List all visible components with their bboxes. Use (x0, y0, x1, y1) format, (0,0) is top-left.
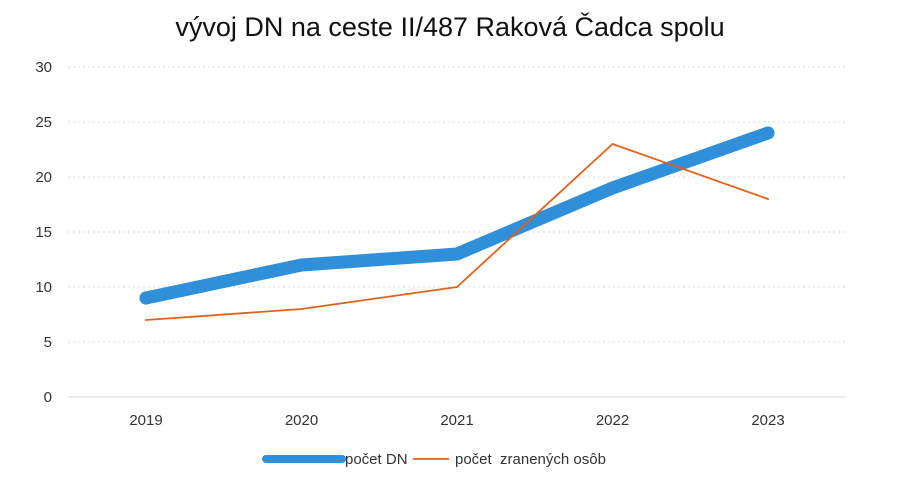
y-tick-label-5: 5 (44, 334, 52, 351)
data-point-0-2023 (761, 126, 775, 140)
x-axis-ticks: 2019 2020 2021 2022 2023 (129, 412, 784, 429)
x-tick-label-2023: 2023 (751, 412, 784, 429)
series-line-0 (139, 126, 775, 305)
x-tick-label-2021: 2021 (440, 412, 473, 429)
data-point-0-2022 (606, 181, 619, 195)
x-tick-label-2019: 2019 (129, 412, 162, 429)
data-point-1-2020 (300, 308, 303, 310)
data-point-1-2022 (611, 143, 614, 145)
y-tick-label-15: 15 (35, 224, 52, 241)
x-tick-label-2020: 2020 (285, 412, 318, 429)
data-point-0-2021 (450, 247, 464, 261)
data-point-1-2019 (145, 319, 147, 321)
legend-label-pocet-dn: počet DN (345, 451, 408, 468)
legend: počet DN počet zranených osôb (262, 451, 606, 468)
chart-title: vývoj DN na ceste II/487 Raková Čadca sp… (175, 11, 724, 42)
series-lines (139, 126, 775, 321)
y-tick-label-0: 0 (44, 389, 52, 406)
data-point-0-2019 (139, 291, 153, 305)
y-tick-label-25: 25 (35, 114, 52, 131)
gridlines (68, 66, 845, 398)
data-point-1-2021 (456, 286, 458, 288)
y-axis-ticks: 0 5 10 15 20 25 30 (35, 59, 52, 406)
data-point-1-2023 (767, 198, 769, 200)
y-tick-label-10: 10 (35, 279, 52, 296)
y-tick-label-30: 30 (35, 59, 52, 76)
y-tick-label-20: 20 (35, 169, 52, 186)
x-tick-label-2022: 2022 (596, 412, 629, 429)
legend-label-pocet-zranenych-osob: počet zranených osôb (455, 451, 606, 468)
data-point-0-2020 (295, 258, 308, 272)
